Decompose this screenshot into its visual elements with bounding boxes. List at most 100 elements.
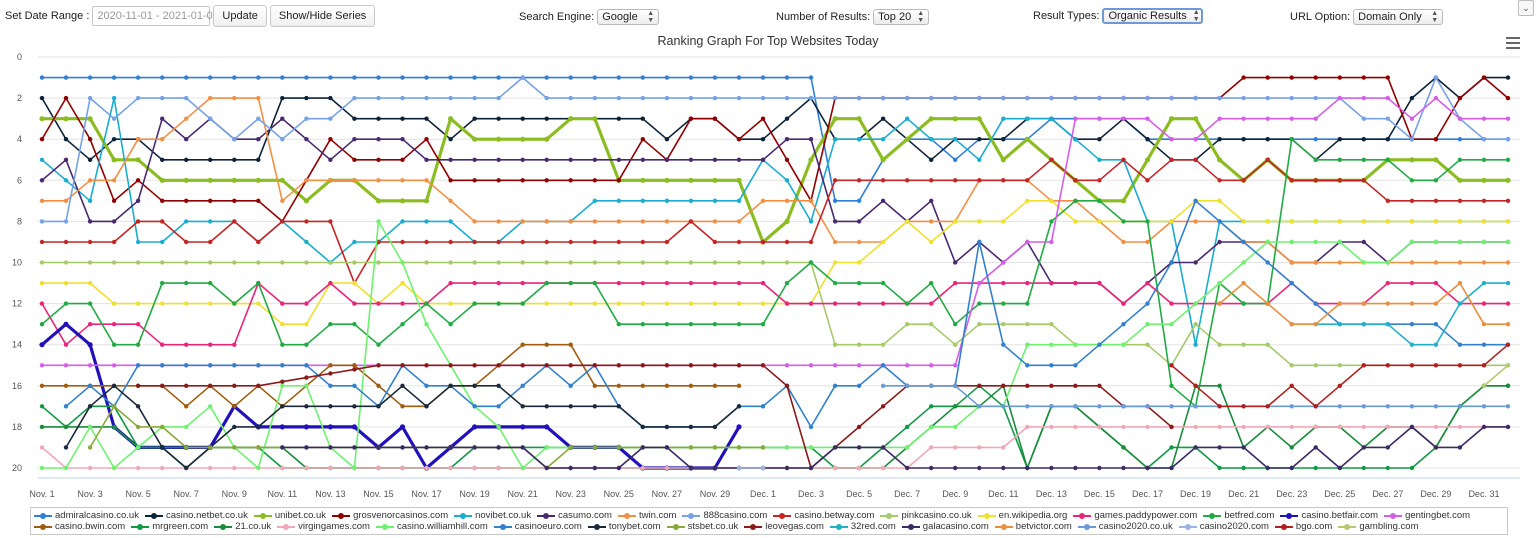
data-point	[63, 219, 69, 224]
legend-item[interactable]: en.wikipedia.org	[977, 510, 1067, 521]
legend-item[interactable]: betfred.com	[1203, 510, 1274, 521]
legend-item[interactable]: 888casino.com	[682, 510, 767, 521]
legend-item[interactable]: casino.betfair.com	[1280, 510, 1378, 521]
url-option-select[interactable]: Domain Only ▲ ▼	[1353, 9, 1444, 25]
data-point	[1169, 260, 1174, 265]
date-range-input[interactable]: 2020-11-01 - 2021-01-01	[92, 6, 219, 26]
legend-item[interactable]: casino2020.com	[1178, 521, 1269, 532]
legend-item[interactable]: casinoeuro.com	[493, 521, 582, 532]
data-point	[1025, 280, 1030, 286]
data-point	[520, 301, 525, 306]
data-point	[1481, 198, 1487, 203]
data-point	[111, 322, 117, 327]
legend-symbol-icon	[1384, 512, 1403, 520]
legend-label: games.paddypower.com	[1094, 510, 1198, 521]
data-point	[304, 465, 309, 471]
update-button[interactable]: Update	[213, 5, 267, 27]
legend-item[interactable]: games.paddypower.com	[1073, 510, 1197, 521]
legend-item[interactable]: admiralcasino.co.uk	[34, 510, 139, 521]
data-point	[760, 137, 766, 142]
data-point	[304, 383, 309, 388]
data-point	[328, 137, 333, 142]
data-point	[640, 219, 645, 224]
legend-item[interactable]: galacasino.com	[901, 521, 989, 532]
data-point	[375, 198, 382, 204]
num-results-select[interactable]: Top 20 ▲ ▼	[873, 9, 930, 25]
data-point	[208, 95, 213, 101]
legend-item[interactable]: bgo.com	[1274, 521, 1332, 532]
data-point	[376, 219, 381, 224]
data-point	[352, 280, 357, 286]
show-hide-series-button[interactable]: Show/Hide Series	[269, 5, 376, 27]
data-point	[135, 465, 141, 471]
data-point	[63, 301, 69, 306]
legend-item[interactable]: 32red.com	[829, 521, 896, 532]
data-point	[1169, 383, 1174, 388]
data-point	[256, 280, 261, 286]
legend-item[interactable]: casino.netbet.co.uk	[144, 510, 248, 521]
legend-item[interactable]: betvictor.com	[994, 521, 1072, 532]
data-point	[808, 239, 814, 245]
data-point	[87, 75, 93, 80]
hamburger-menu-icon[interactable]	[1506, 37, 1520, 49]
legend-symbol-icon	[880, 512, 899, 520]
data-point	[712, 157, 718, 162]
data-point	[496, 404, 501, 409]
data-point	[448, 465, 453, 471]
series-casinoeuro-com	[63, 198, 1511, 430]
data-point	[688, 280, 694, 286]
legend-item[interactable]: twin.com	[617, 510, 676, 521]
data-point	[712, 465, 718, 471]
legend-item[interactable]: virgingames.com	[277, 521, 370, 532]
data-point	[929, 280, 934, 286]
data-point	[232, 363, 237, 368]
legend-item[interactable]: casino.williamhill.com	[375, 521, 488, 532]
result-types-select[interactable]: Organic Results ▲ ▼	[1102, 8, 1204, 24]
data-point	[1289, 260, 1294, 265]
search-engine-select[interactable]: Google ▲ ▼	[597, 9, 660, 25]
data-point	[1265, 219, 1270, 224]
data-point	[1217, 157, 1223, 163]
legend-item[interactable]: casumo.com	[537, 510, 612, 521]
data-point	[568, 219, 573, 224]
data-point	[472, 363, 477, 368]
legend-item[interactable]: leovegas.com	[744, 521, 824, 532]
data-point	[1049, 322, 1054, 327]
data-point	[977, 219, 982, 224]
data-point	[183, 177, 189, 183]
legend-item[interactable]: gambling.com	[1338, 521, 1418, 532]
data-point	[1337, 322, 1343, 327]
data-point	[111, 116, 117, 121]
legend-item[interactable]: tonybet.com	[587, 521, 661, 532]
data-point	[1505, 260, 1511, 265]
data-point	[87, 404, 93, 409]
chevron-down-icon[interactable]: ⌄	[1518, 0, 1534, 16]
data-point	[1241, 239, 1246, 245]
data-point	[352, 116, 357, 121]
legend-item[interactable]: unibet.co.uk	[253, 510, 326, 521]
legend-item[interactable]: gentingbet.com	[1384, 510, 1470, 521]
legend-item[interactable]: novibet.co.uk	[454, 510, 531, 521]
legend-item[interactable]: stsbet.co.uk	[666, 521, 738, 532]
series-line	[138, 364, 1173, 469]
data-point	[568, 465, 573, 471]
legend-symbol-icon	[493, 523, 512, 531]
legend-label: 21.co.uk	[235, 521, 272, 532]
data-point	[327, 424, 333, 430]
legend-item[interactable]: mrgreen.com	[131, 521, 208, 532]
legend-item[interactable]: casino.bwin.com	[34, 521, 125, 532]
legend-item[interactable]: grosvenorcasinos.com	[332, 510, 448, 521]
legend-label: casumo.com	[558, 510, 612, 521]
data-point	[280, 383, 285, 388]
data-point	[87, 95, 93, 101]
legend-item[interactable]: 21.co.uk	[214, 521, 271, 532]
legend-item[interactable]: casino2020.co.uk	[1077, 521, 1173, 532]
data-point	[135, 239, 141, 245]
legend-item[interactable]: casino.betway.com	[773, 510, 874, 521]
data-point	[328, 322, 333, 327]
legend-item[interactable]: pinkcasino.co.uk	[880, 510, 972, 521]
series-casino2020-co-uk	[880, 383, 1511, 409]
data-point	[1049, 465, 1054, 471]
data-point	[1409, 404, 1415, 409]
data-point	[1361, 301, 1367, 306]
